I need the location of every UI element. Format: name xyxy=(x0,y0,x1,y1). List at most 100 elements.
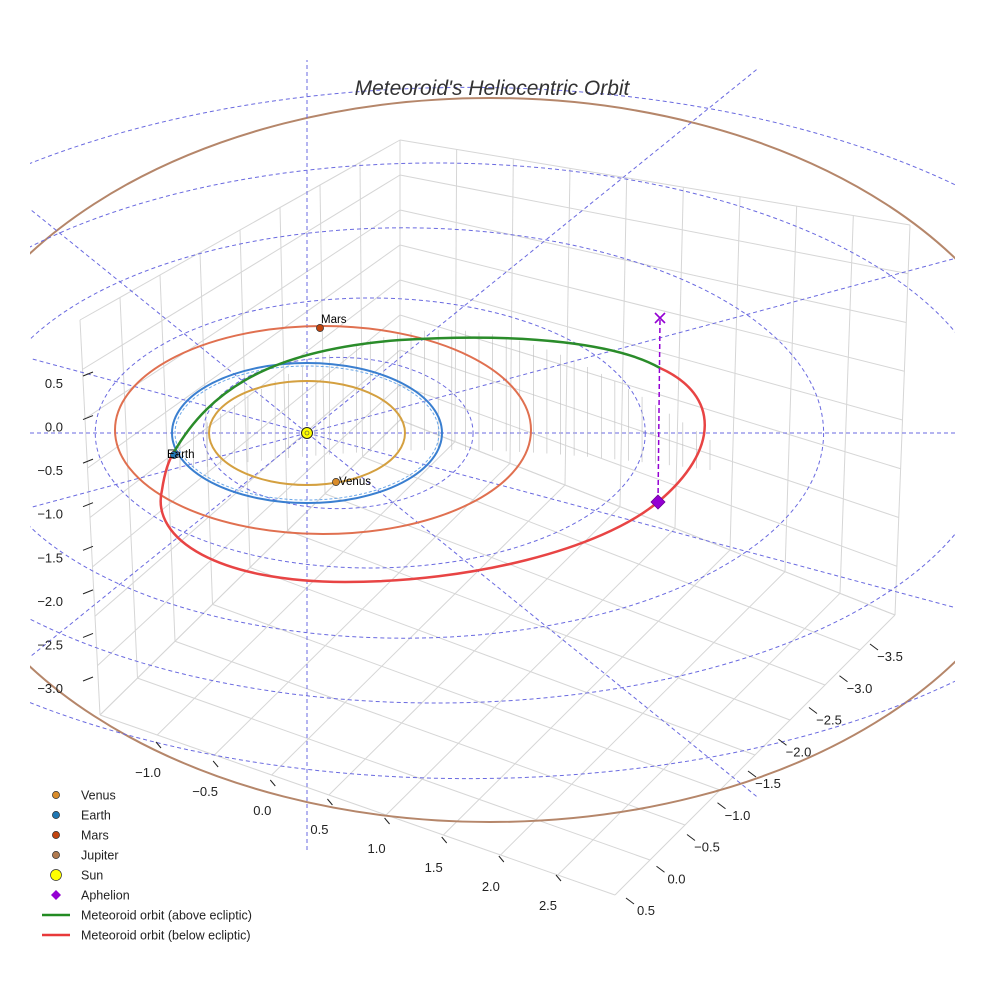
tick-label: −2.0 xyxy=(37,594,63,609)
tick-mark xyxy=(82,458,94,464)
reference-circle xyxy=(202,356,474,510)
tick-mark xyxy=(778,738,787,746)
legend-label: Meteoroid orbit (below ecliptic) xyxy=(81,929,251,943)
grid-line xyxy=(79,139,401,321)
tick-label: −1.0 xyxy=(37,507,63,522)
tick-label: 2.5 xyxy=(539,898,557,913)
legend-label: Mars xyxy=(81,829,109,843)
tick-label: −0.5 xyxy=(37,463,63,478)
tick-mark xyxy=(441,836,448,844)
tick-mark xyxy=(384,817,390,825)
earth-orbit-inner xyxy=(174,365,440,501)
aphelion-projection-marker xyxy=(654,312,666,324)
aphelion-marker xyxy=(650,494,666,510)
tick-mark xyxy=(212,760,219,768)
tick-label: −2.5 xyxy=(816,713,842,728)
grid-line xyxy=(399,209,907,323)
legend-label: Jupiter xyxy=(81,849,119,863)
grid-line xyxy=(87,244,401,469)
earth-label: Earth xyxy=(167,449,195,461)
y-axis-ticks: −3.5 −3.0 −2.5 −2.0 −1.5 −1.0 −0.5 0.0 0.5 xyxy=(625,643,903,918)
tick-mark xyxy=(82,545,94,551)
tick-label: −1.0 xyxy=(725,808,751,823)
tick-mark xyxy=(82,589,94,595)
tick-label: −1.0 xyxy=(135,765,161,780)
tick-label: 2.0 xyxy=(482,879,500,894)
tick-mark xyxy=(82,502,94,508)
sun-marker xyxy=(301,427,313,439)
grid-line xyxy=(362,456,861,651)
reference-radial-line xyxy=(306,432,758,798)
legend-marker xyxy=(52,851,60,859)
grid-line xyxy=(249,567,756,756)
jupiter-orbit xyxy=(30,97,955,823)
tick-mark xyxy=(82,371,94,377)
tick-label: −1.5 xyxy=(755,776,781,791)
reference-radial-line xyxy=(30,432,308,658)
mars-label: Mars xyxy=(321,314,347,326)
legend-label: Meteoroid orbit (above ecliptic) xyxy=(81,909,252,923)
tick-label: 0.0 xyxy=(253,803,271,818)
tick-mark xyxy=(555,874,562,882)
tick-mark xyxy=(155,741,162,749)
venus-marker xyxy=(332,478,340,486)
venus-label: Venus xyxy=(339,476,371,488)
grid-line xyxy=(399,384,898,567)
tick-label: −3.0 xyxy=(37,681,63,696)
legend: Venus Earth Mars Jupiter Sun Aphelion Meteoroi… xyxy=(42,789,252,943)
reference-radial-line xyxy=(306,68,758,434)
tick-mark xyxy=(269,779,276,787)
tick-label: −0.5 xyxy=(694,840,720,855)
reference-radial-line xyxy=(30,208,308,434)
grid-line xyxy=(287,530,791,721)
grid-line xyxy=(92,314,401,568)
ecliptic-reference-grid xyxy=(30,60,955,853)
earth-marker xyxy=(170,451,178,459)
grid-line xyxy=(97,384,401,666)
tick-label: 0.0 xyxy=(667,871,685,886)
tick-label: −1.5 xyxy=(37,550,63,565)
tick-label: 0.5 xyxy=(45,376,63,391)
tick-label: −2.5 xyxy=(37,637,63,652)
legend-marker xyxy=(52,831,60,839)
grid-line xyxy=(399,349,899,518)
tick-label: −3.0 xyxy=(847,681,873,696)
tick-mark xyxy=(82,676,94,682)
reference-circle xyxy=(30,87,955,779)
tick-mark xyxy=(82,632,94,638)
tick-mark xyxy=(82,415,94,421)
grid-line xyxy=(99,714,616,896)
grid-line xyxy=(399,314,901,470)
tick-label: −2.0 xyxy=(786,744,812,759)
tick-label: 1.5 xyxy=(425,860,443,875)
tick-mark xyxy=(498,855,505,863)
earth-orbit xyxy=(171,362,443,504)
reference-radial-line xyxy=(306,257,955,434)
tick-label: −0.5 xyxy=(192,784,218,799)
tick-mark xyxy=(625,897,635,905)
tick-mark xyxy=(686,834,696,841)
grid-line xyxy=(399,419,896,616)
grid-line xyxy=(399,244,905,372)
venus-orbit xyxy=(208,380,406,486)
tick-mark xyxy=(869,643,879,651)
tick-label: 0.5 xyxy=(637,903,655,918)
grid-line xyxy=(399,139,911,226)
legend-label: Aphelion xyxy=(81,889,130,903)
mars-marker xyxy=(316,324,324,332)
tick-mark xyxy=(747,770,757,778)
grid-line xyxy=(399,174,909,275)
reference-circle xyxy=(30,227,824,639)
chart-title: Meteoroid's Heliocentric Orbit xyxy=(355,77,631,100)
tick-mark xyxy=(808,707,818,714)
tick-label: −3.5 xyxy=(877,649,903,664)
aphelion-drop-line xyxy=(657,319,661,503)
tick-label: 0.0 xyxy=(45,420,63,435)
legend-marker xyxy=(52,811,60,819)
grid-line xyxy=(137,677,651,861)
meteoroid-orbit-below xyxy=(159,366,706,584)
reference-radial-line xyxy=(30,357,308,434)
grid-line xyxy=(82,174,401,370)
legend-label: Venus xyxy=(81,789,116,803)
